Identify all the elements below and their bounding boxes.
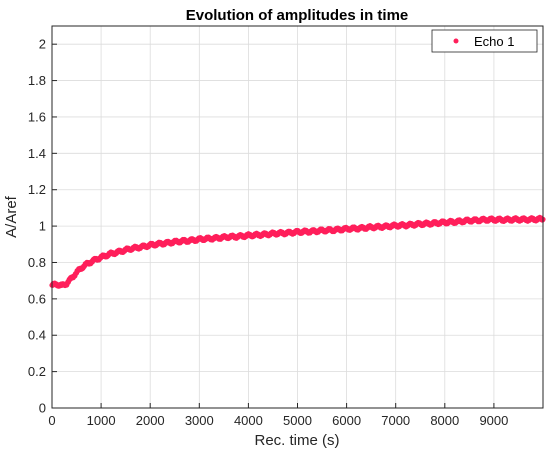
y-tick-label: 2 <box>39 37 46 52</box>
legend-box <box>431 29 538 53</box>
y-axis-ticks: 0 0.2 0.4 0.6 0.8 1 1.2 1.4 1.6 1.8 2 <box>28 37 57 416</box>
y-tick-label: 1.6 <box>28 109 46 124</box>
y-tick-label: 1.8 <box>28 73 46 88</box>
x-tick-label: 6000 <box>332 413 361 428</box>
y-tick-label: 0.6 <box>28 291 46 306</box>
y-tick-label: 0 <box>39 401 46 416</box>
y-tick-label: 0.2 <box>28 364 46 379</box>
y-tick-label: 1.2 <box>28 182 46 197</box>
legend-label-echo-1: Echo 1 <box>474 34 514 49</box>
x-tick-label: 1000 <box>87 413 116 428</box>
x-tick-label: 2000 <box>136 413 165 428</box>
x-axis-ticks: 0 1000 2000 3000 4000 5000 6000 7000 8000 9000 <box>48 403 508 428</box>
x-tick-label: 5000 <box>283 413 312 428</box>
series-layer <box>49 214 546 289</box>
x-tick-label: 3000 <box>185 413 214 428</box>
chart-title: Evolution of amplitudes in time <box>186 7 409 24</box>
y-tick-label: 1.4 <box>28 146 46 161</box>
x-tick-label: 8000 <box>430 413 459 428</box>
y-axis-label: A/Aref <box>3 195 20 238</box>
x-tick-label: 0 <box>48 413 55 428</box>
x-axis-label: Rec. time (s) <box>254 432 339 449</box>
y-tick-label: 0.8 <box>28 255 46 270</box>
legend: Echo 1 <box>431 29 538 53</box>
legend-marker-echo-1 <box>453 38 459 44</box>
y-tick-label: 1 <box>39 219 46 234</box>
y-tick-label: 0.4 <box>28 328 46 343</box>
x-tick-label: 7000 <box>381 413 410 428</box>
x-tick-label: 4000 <box>234 413 263 428</box>
x-tick-label: 9000 <box>479 413 508 428</box>
